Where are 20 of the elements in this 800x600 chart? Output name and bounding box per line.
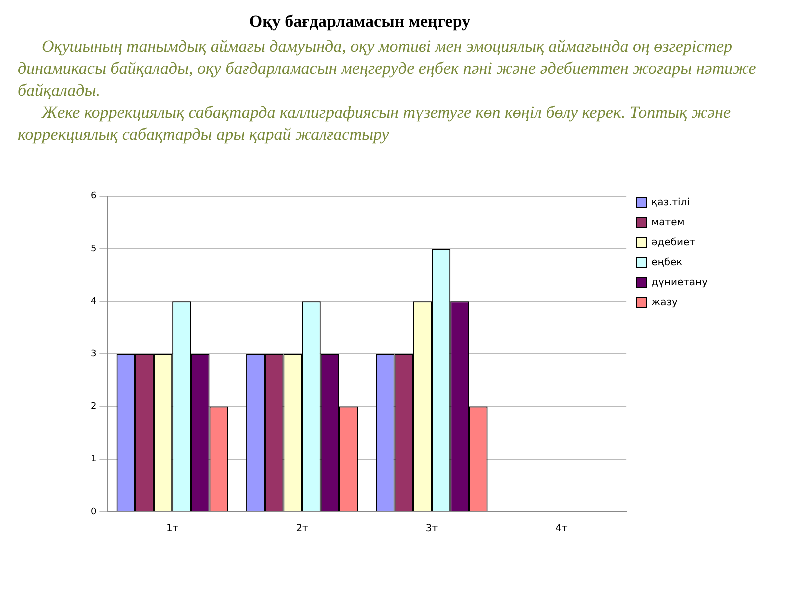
legend-label: жазу	[652, 298, 678, 309]
legend-label: матем	[652, 218, 685, 229]
chart-subtitle: Оқушының танымдық аймағы дамуында, оқу мотиві мен эмоциялық аймағында оң өзгерістер динамикасы байқалады, оқу бағдарламасын меңгеруде еңбек пәні және әдебиеттен жоғары нәтиже байқалады.	[18, 36, 758, 102]
y-tick-label: 5	[90, 244, 97, 254]
x-tick-label: 3т	[426, 524, 438, 535]
legend-label: еңбек	[652, 258, 683, 269]
y-tick-label: 2	[90, 402, 97, 412]
y-tick-label: 6	[90, 192, 97, 202]
text: Жеке коррекциялық сабақтарда каллиграфиясын түзетуге көп көңіл бөлу керек. Топтық және коррекциялық сабақтарды ары қарай жалғастыру	[18, 102, 732, 146]
legend-label: дүниетану	[652, 278, 708, 289]
y-tick-label: 4	[90, 296, 97, 307]
y-tick-label: 1	[90, 454, 97, 465]
legend-label: әдебиет	[652, 238, 696, 249]
y-tick-label: 3	[90, 350, 97, 360]
y-tick-label: 0	[90, 507, 97, 518]
x-tick-label: 4т	[556, 524, 568, 535]
x-tick-label: 1т	[166, 524, 179, 535]
x-tick-label: 2т	[296, 524, 309, 535]
legend-label: қаз.тілі	[652, 198, 690, 209]
chart-title: Оқу бағдарламасын меңгеру	[248, 11, 472, 32]
